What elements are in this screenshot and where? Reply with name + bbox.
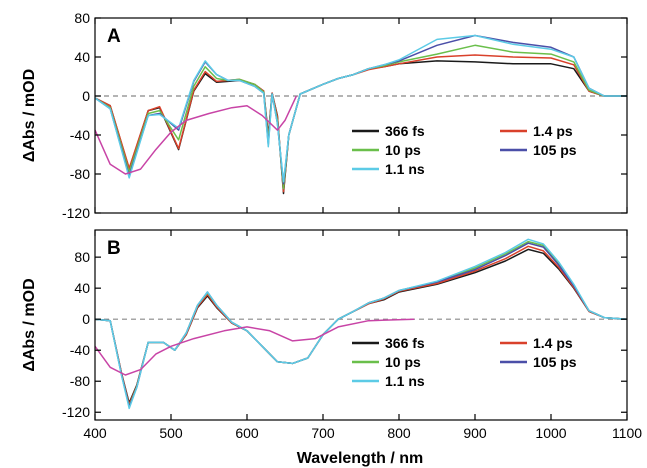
legend-label: 10 ps — [385, 142, 421, 158]
series-line-reference — [94, 318, 415, 376]
y-tick-label: -80 — [70, 166, 90, 182]
x-tick-label: 700 — [311, 425, 335, 441]
legend-label: 1.1 ns — [385, 161, 425, 177]
legend-label: 105 ps — [533, 142, 577, 158]
legend-label: 366 fs — [385, 123, 425, 139]
y-tick-label: 40 — [74, 280, 90, 296]
legend-label: 1.4 ps — [533, 335, 573, 351]
series-line-1-1-ns — [94, 34, 627, 183]
y-tick-label: 0 — [82, 311, 90, 327]
series-line-105-ps — [94, 242, 628, 408]
y-tick-label: -120 — [62, 205, 90, 221]
x-tick-label: 800 — [387, 425, 411, 441]
x-tick-label: 1000 — [535, 425, 566, 441]
x-tick-label: 500 — [159, 425, 183, 441]
y-tick-label: 80 — [74, 249, 90, 265]
x-tick-label: 600 — [235, 425, 259, 441]
y-tick-label: 0 — [82, 88, 90, 104]
y-tick-label: 40 — [74, 49, 90, 65]
legend-label: 1.1 ns — [385, 373, 425, 389]
legend-label: 105 ps — [533, 354, 577, 370]
series-line-reference — [94, 95, 298, 175]
legend-label: 10 ps — [385, 354, 421, 370]
y-tick-label: -40 — [70, 342, 90, 358]
legend-label: 1.4 ps — [533, 123, 573, 139]
series-line-1-4-ps — [94, 54, 627, 193]
x-tick-label: 900 — [463, 425, 487, 441]
series-line-1-1-ns — [94, 238, 628, 410]
panel-a: -120 -80 -40 0 40 80 A ΔAbs / mOD 366 fs 1.4 ps 10… — [21, 10, 628, 221]
series-line-10-ps — [94, 44, 627, 190]
panel-label: B — [107, 238, 121, 259]
y-axis-title: ΔAbs / mOD — [21, 69, 38, 162]
panel-b: -120 -80 -40 0 40 80 400 500 600 700 800 900 1000 110… — [21, 229, 642, 441]
y-tick-label: -40 — [70, 127, 90, 143]
x-tick-label: 1100 — [612, 425, 642, 441]
panel-label: A — [107, 26, 121, 47]
y-tick-label: -120 — [62, 404, 90, 420]
legend-label: 366 fs — [385, 335, 425, 351]
plot-frame — [94, 17, 628, 214]
y-tick-label: 80 — [74, 10, 90, 26]
x-axis-title: Wavelength / nm — [297, 450, 424, 467]
x-tick-label: 400 — [83, 425, 107, 441]
plot-frame — [94, 229, 628, 421]
y-tick-label: -80 — [70, 373, 90, 389]
y-axis-title: ΔAbs / mOD — [21, 278, 38, 371]
